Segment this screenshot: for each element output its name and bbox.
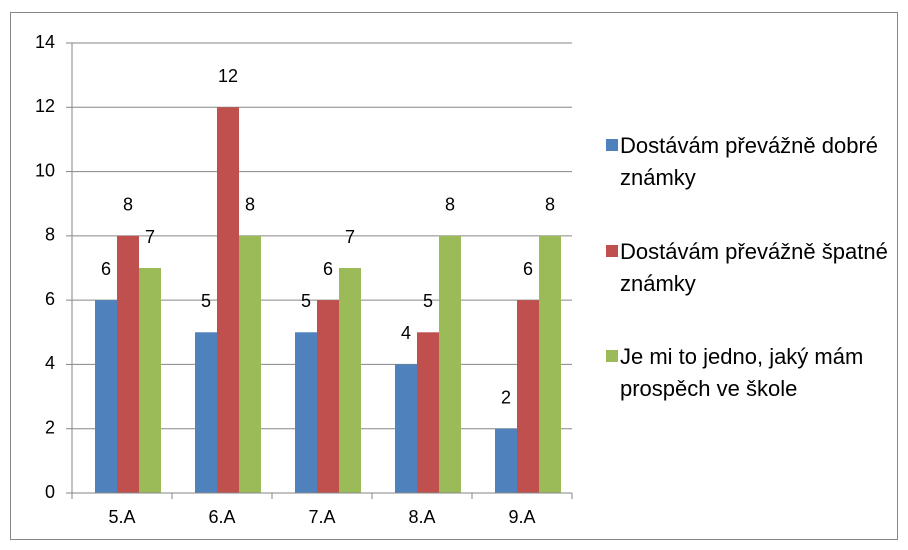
bar: [217, 107, 239, 494]
data-label: 8: [445, 195, 455, 215]
data-label: 7: [145, 227, 155, 247]
x-tick-label: 9.A: [508, 507, 535, 527]
bar: [395, 364, 417, 493]
legend-entry: Je mi to jedno, jaký mám prospěch ve ško…: [620, 344, 864, 401]
legend-entry: Dostávám převážně špatné známky: [620, 239, 888, 296]
data-label: 4: [401, 323, 411, 343]
y-tick-label: 12: [35, 96, 55, 116]
data-label: 8: [545, 195, 555, 215]
data-label: 8: [245, 195, 255, 215]
y-tick-label: 6: [45, 289, 55, 309]
bar: [239, 235, 261, 493]
bar: [195, 332, 217, 493]
bar: [317, 300, 339, 493]
bar: [517, 300, 539, 493]
legend-label: Dostávám převážně dobré známky: [620, 133, 879, 190]
data-label: 5: [423, 291, 433, 311]
data-label: 8: [123, 195, 133, 215]
x-tick-label: 6.A: [208, 507, 235, 527]
bar: [539, 235, 561, 493]
data-label: 12: [218, 66, 238, 86]
data-label: 6: [523, 259, 533, 279]
y-tick-label: 0: [45, 482, 55, 502]
legend-swatch: [606, 139, 618, 151]
legend-entry: Dostávám převážně dobré známky: [620, 133, 879, 190]
data-label: 2: [501, 387, 511, 407]
bar: [417, 332, 439, 493]
bar: [439, 235, 461, 493]
legend-swatch: [606, 245, 618, 257]
data-label: 5: [301, 291, 311, 311]
y-tick-label: 10: [35, 160, 55, 180]
legend-label: Je mi to jedno, jaký mám prospěch ve ško…: [620, 344, 864, 401]
y-tick-label: 14: [35, 32, 55, 52]
x-tick-label: 7.A: [308, 507, 335, 527]
x-tick-label: 8.A: [408, 507, 435, 527]
y-tick-label: 2: [45, 417, 55, 437]
bar: [295, 332, 317, 493]
data-label: 7: [345, 227, 355, 247]
bar: [139, 268, 161, 493]
y-tick-label: 8: [45, 225, 55, 245]
legend-swatch: [606, 350, 618, 362]
bar: [339, 268, 361, 493]
data-label: 5: [201, 291, 211, 311]
bar: [495, 428, 517, 493]
data-label: 6: [323, 259, 333, 279]
bar: [117, 235, 139, 493]
legend-label: Dostávám převážně špatné známky: [620, 239, 888, 296]
y-tick-label: 4: [45, 353, 55, 373]
data-label: 6: [101, 259, 111, 279]
x-tick-label: 5.A: [108, 507, 135, 527]
bar: [95, 300, 117, 493]
